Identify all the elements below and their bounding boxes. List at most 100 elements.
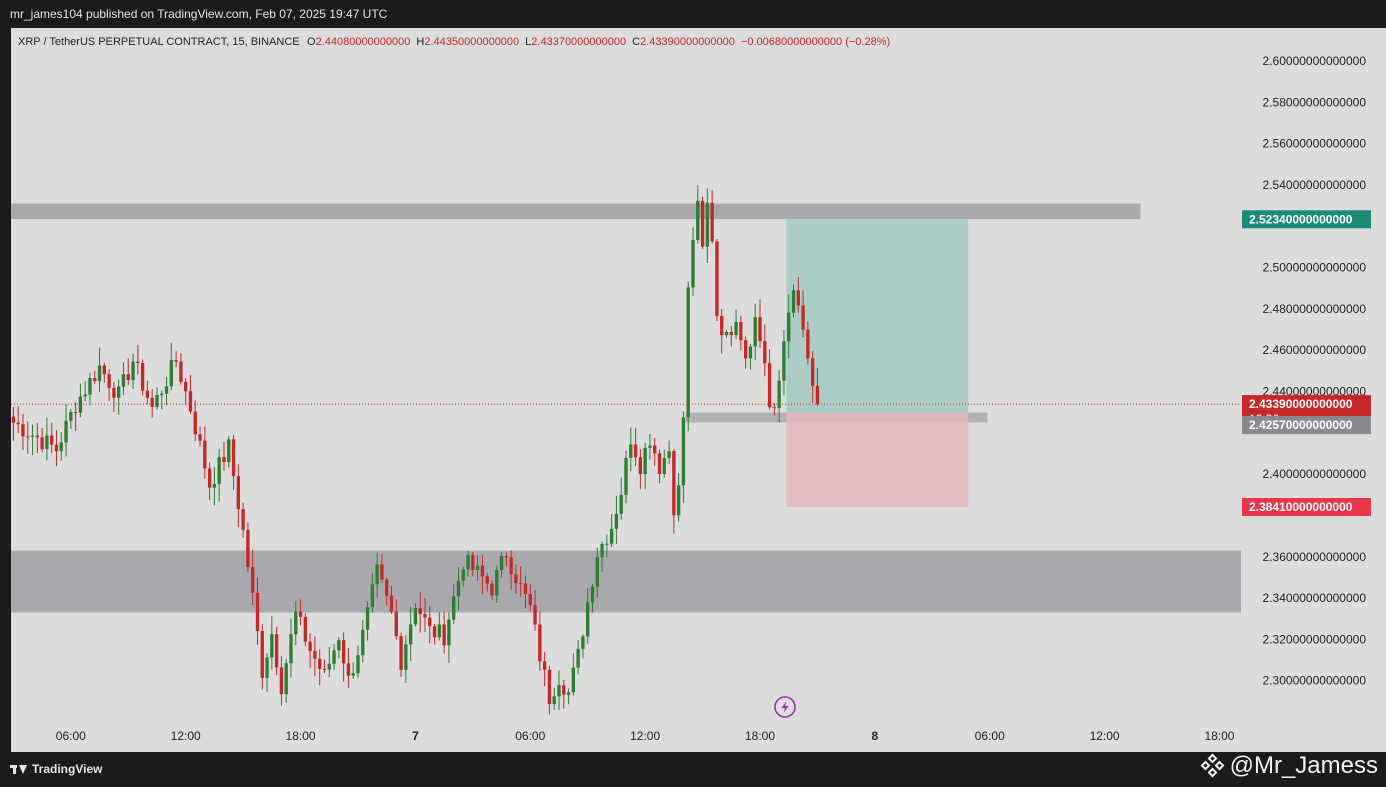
x-tick-label: 7 <box>412 729 419 743</box>
candle <box>456 567 461 611</box>
candle <box>64 404 68 457</box>
low-label: L <box>525 36 531 48</box>
target-price-label[interactable]: 2.52340000000000 <box>1242 210 1371 229</box>
candle <box>59 432 63 461</box>
x-tick-label: 18:00 <box>1204 729 1234 743</box>
candle <box>705 188 710 264</box>
x-tick-label: 8 <box>872 729 879 743</box>
candle <box>198 426 202 447</box>
candle <box>246 522 250 572</box>
candle <box>35 423 39 454</box>
candle <box>16 405 20 434</box>
x-tick-label: 06:00 <box>975 729 1005 743</box>
candle <box>222 441 226 471</box>
candle <box>528 584 532 612</box>
candle <box>624 450 628 504</box>
candle <box>54 430 59 467</box>
tradingview-brand: TradingView <box>32 762 103 776</box>
candle <box>294 600 298 646</box>
candle <box>140 359 145 396</box>
candle <box>394 599 398 640</box>
close-value: 2.43390000000000 <box>640 36 735 48</box>
candle <box>255 577 260 645</box>
stop-price-label[interactable]: 2.38410000000000 <box>1242 497 1371 516</box>
candle <box>45 417 49 461</box>
x-tick-label: 18:00 <box>745 729 775 743</box>
candle <box>643 442 647 490</box>
candle <box>452 584 456 624</box>
candle <box>265 653 269 692</box>
candle <box>284 659 288 703</box>
candle <box>542 651 547 687</box>
candle <box>207 462 212 501</box>
candlestick-chart[interactable]: 2.60000000000000 2.58000000000000 2.560000… <box>11 28 1386 752</box>
candle <box>408 606 413 661</box>
candle <box>806 321 810 365</box>
open-label: O <box>307 36 316 48</box>
candle <box>274 626 279 676</box>
candle <box>533 590 537 631</box>
candle <box>767 349 772 410</box>
candle <box>260 624 264 690</box>
candle <box>136 344 140 375</box>
candle <box>174 351 178 368</box>
candle <box>753 303 757 361</box>
candle <box>475 555 480 581</box>
candle <box>710 189 714 244</box>
lightning-icon[interactable] <box>774 696 796 718</box>
candle <box>576 640 580 675</box>
candle <box>107 369 111 401</box>
x-tick-label: 12:00 <box>1090 729 1120 743</box>
candle <box>787 294 791 359</box>
tradingview-logo-icon <box>10 764 28 774</box>
candle <box>251 549 255 606</box>
svg-text:2.43390000000000: 2.43390000000000 <box>1249 397 1353 411</box>
candle <box>801 290 805 338</box>
x-tick-label: 12:00 <box>171 729 201 743</box>
candle <box>356 645 360 678</box>
low-value: 2.43370000000000 <box>531 36 626 48</box>
candle <box>590 584 595 613</box>
candle <box>586 588 590 644</box>
candle <box>188 375 193 415</box>
tradingview-logo[interactable]: TradingView <box>10 762 102 776</box>
candle <box>365 601 370 641</box>
candle <box>117 379 121 415</box>
candle <box>160 390 164 410</box>
target-area[interactable] <box>786 219 969 413</box>
chart-area[interactable]: 2.60000000000000 2.58000000000000 2.560000… <box>11 28 1386 752</box>
candle <box>73 402 78 432</box>
candle <box>629 427 633 472</box>
candle <box>715 239 719 322</box>
candle <box>21 413 25 451</box>
candle <box>437 612 442 641</box>
entry-price-label[interactable]: 2.42570000000000 <box>1242 416 1371 435</box>
legend-ohlc: O2.44080000000000 H2.44350000000000 L2.433… <box>307 36 890 48</box>
candle <box>557 670 561 710</box>
svg-text:2.42570000000000: 2.42570000000000 <box>1249 418 1353 432</box>
x-tick-label: 06:00 <box>515 729 545 743</box>
stop-area[interactable] <box>786 412 969 507</box>
candle <box>241 502 245 538</box>
candle <box>633 428 638 467</box>
candle <box>227 435 231 468</box>
candle <box>322 659 327 674</box>
candle <box>332 644 336 670</box>
candle <box>179 353 183 385</box>
candle <box>499 552 504 578</box>
candle <box>777 370 781 423</box>
axis-background <box>1241 28 1386 752</box>
candle <box>562 679 566 709</box>
candle <box>519 566 523 597</box>
demand-zone[interactable] <box>11 550 1241 613</box>
candle <box>93 370 97 384</box>
svg-text:2.38410000000000: 2.38410000000000 <box>1249 500 1353 514</box>
candle <box>303 613 308 647</box>
candle <box>681 411 686 504</box>
candle <box>308 633 312 669</box>
resistance-zone[interactable] <box>11 203 1141 220</box>
footer-bar: TradingView @Mr_Jamess <box>0 752 1386 787</box>
candle <box>50 422 54 454</box>
candle <box>423 597 427 633</box>
candle <box>193 400 197 441</box>
